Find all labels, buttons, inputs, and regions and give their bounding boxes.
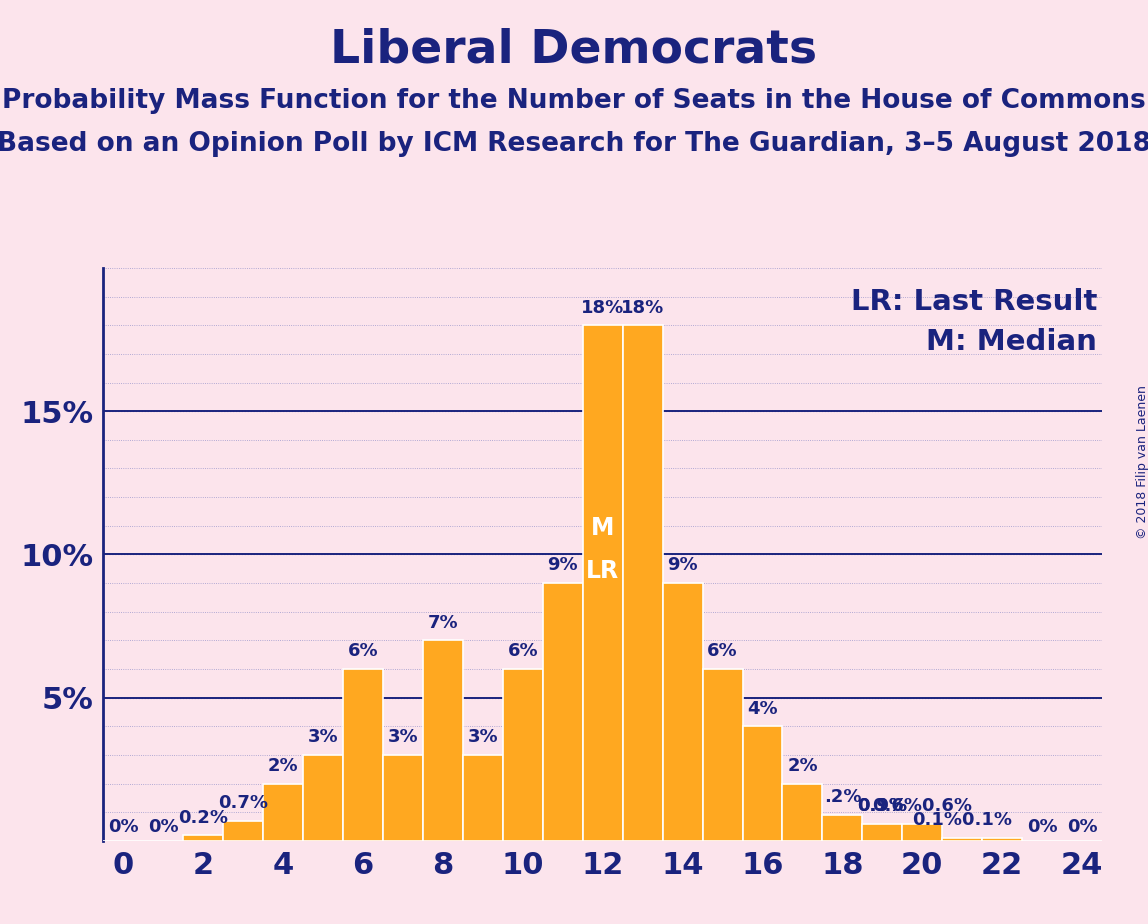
- Text: 0%: 0%: [148, 818, 179, 835]
- Text: 9%: 9%: [667, 556, 698, 575]
- Bar: [422, 640, 463, 841]
- Text: 7%: 7%: [427, 614, 458, 632]
- Text: LR: LR: [587, 559, 619, 583]
- Text: 4%: 4%: [747, 699, 778, 718]
- Text: 18%: 18%: [581, 298, 625, 317]
- Bar: [662, 583, 703, 841]
- Text: LR: Last Result: LR: Last Result: [851, 288, 1097, 316]
- Text: © 2018 Filip van Laenen: © 2018 Filip van Laenen: [1135, 385, 1148, 539]
- Text: 18%: 18%: [621, 298, 665, 317]
- Text: 0.1%0.1%: 0.1%0.1%: [913, 811, 1013, 830]
- Text: .2%: .2%: [823, 788, 861, 807]
- Bar: [822, 815, 862, 841]
- Bar: [783, 784, 822, 841]
- Bar: [862, 823, 902, 841]
- Bar: [983, 838, 1022, 841]
- Bar: [303, 755, 343, 841]
- Text: 2%: 2%: [788, 757, 817, 775]
- Text: 0.7%: 0.7%: [218, 795, 269, 812]
- Bar: [463, 755, 503, 841]
- Text: M: Median: M: Median: [926, 328, 1097, 356]
- Bar: [263, 784, 303, 841]
- Text: 0.6%0.6%: 0.6%0.6%: [872, 797, 972, 815]
- Text: 0.2%: 0.2%: [178, 808, 228, 826]
- Text: 0%: 0%: [1026, 818, 1057, 835]
- Text: 3%: 3%: [308, 728, 339, 747]
- Bar: [343, 669, 383, 841]
- Bar: [503, 669, 543, 841]
- Bar: [543, 583, 583, 841]
- Bar: [583, 325, 622, 841]
- Text: 3%: 3%: [467, 728, 498, 747]
- Bar: [383, 755, 422, 841]
- Bar: [622, 325, 662, 841]
- Text: 9%: 9%: [548, 556, 579, 575]
- Text: 6%: 6%: [707, 642, 738, 661]
- Text: 0%: 0%: [1066, 818, 1097, 835]
- Text: M: M: [591, 517, 614, 540]
- Text: 3%: 3%: [388, 728, 418, 747]
- Text: 0%: 0%: [108, 818, 139, 835]
- Bar: [743, 726, 783, 841]
- Text: 2%: 2%: [267, 757, 298, 775]
- Text: 6%: 6%: [348, 642, 379, 661]
- Bar: [223, 821, 263, 841]
- Bar: [943, 838, 983, 841]
- Bar: [184, 835, 223, 841]
- Text: Based on an Opinion Poll by ICM Research for The Guardian, 3–5 August 2018: Based on an Opinion Poll by ICM Research…: [0, 131, 1148, 157]
- Text: 6%: 6%: [507, 642, 538, 661]
- Text: 0.9%: 0.9%: [858, 797, 907, 815]
- Bar: [703, 669, 743, 841]
- Text: Probability Mass Function for the Number of Seats in the House of Commons: Probability Mass Function for the Number…: [2, 88, 1146, 114]
- Text: Liberal Democrats: Liberal Democrats: [331, 28, 817, 73]
- Text: 0.9%: 0.9%: [858, 797, 907, 815]
- Bar: [902, 823, 943, 841]
